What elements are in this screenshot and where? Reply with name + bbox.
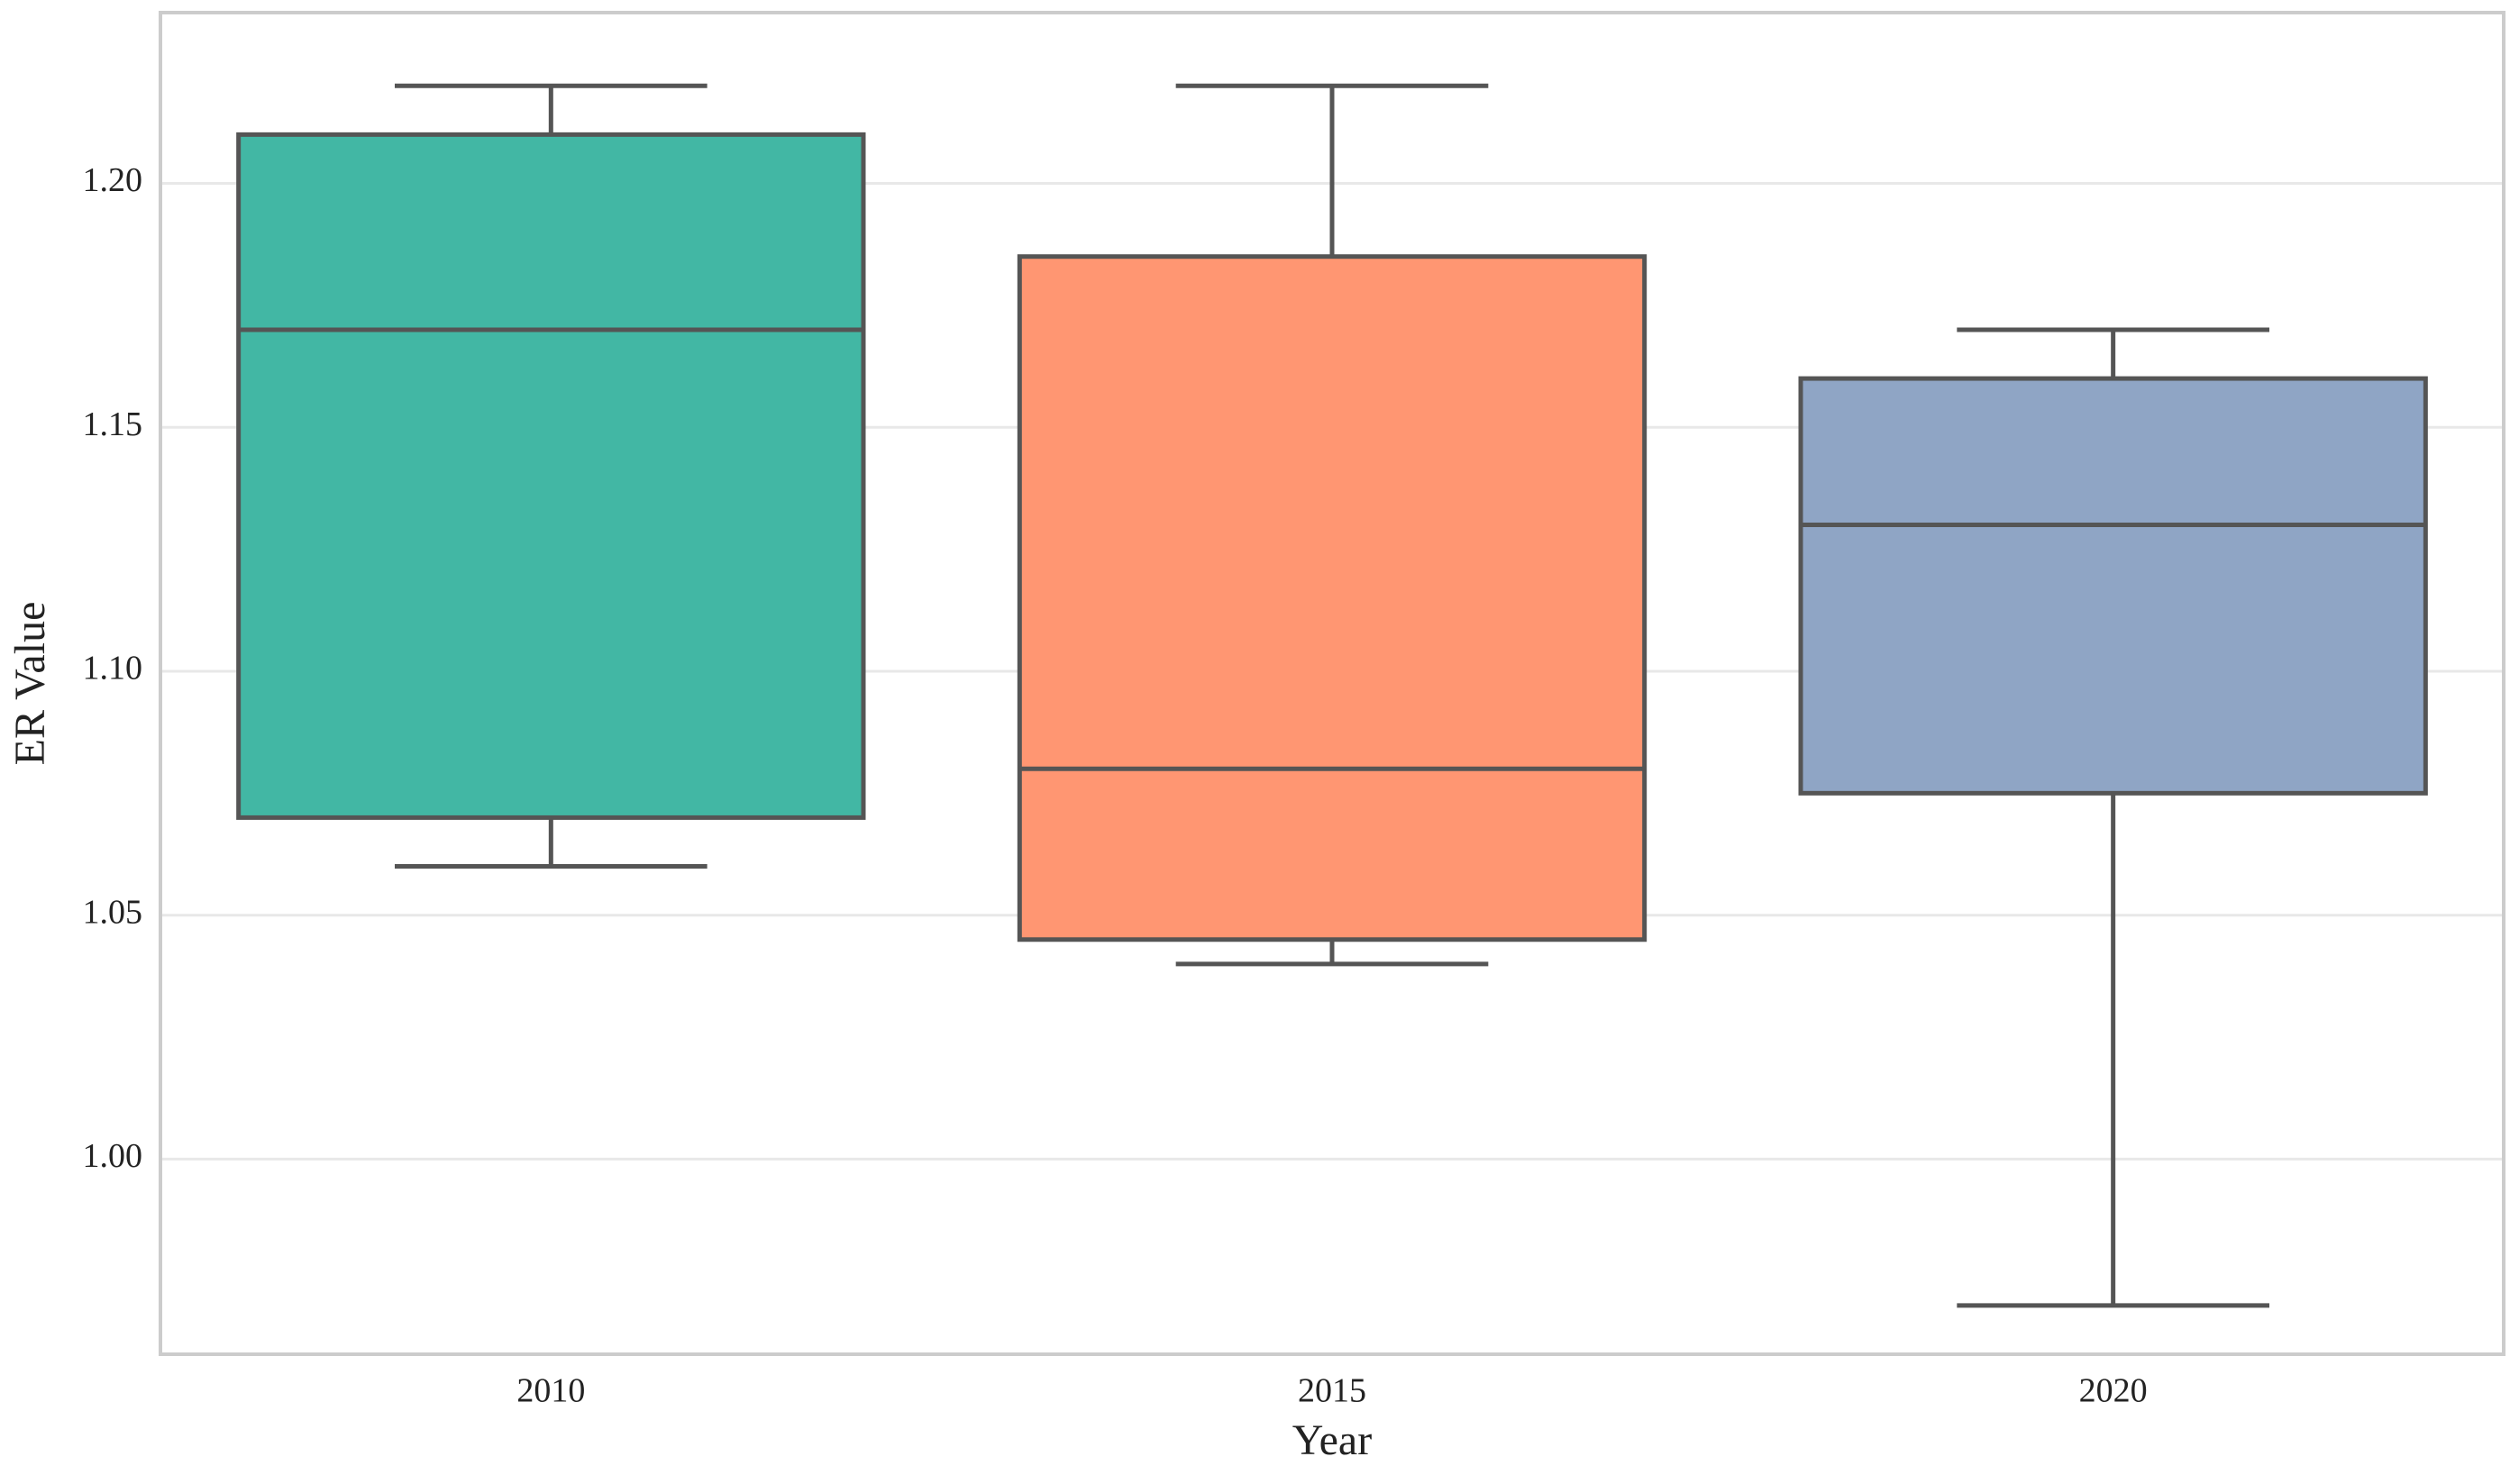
plot-frame bbox=[159, 11, 2505, 1356]
x-axis-label: Year bbox=[1292, 1416, 1372, 1464]
box-2015 bbox=[1017, 83, 1647, 967]
x-tick-label: 2020 bbox=[2079, 1372, 2148, 1410]
x-tick-labels: 2010 2015 2020 bbox=[516, 1372, 2147, 1410]
y-tick-labels: 1.00 1.05 1.10 1.15 1.20 bbox=[83, 161, 143, 1175]
y-axis-label: ER Value bbox=[6, 602, 54, 766]
box-body bbox=[236, 132, 866, 820]
box-body bbox=[1017, 254, 1647, 942]
box-body bbox=[1798, 376, 2428, 796]
x-tick-label: 2010 bbox=[516, 1372, 585, 1410]
y-tick-label: 1.05 bbox=[83, 893, 143, 931]
boxes bbox=[236, 83, 2428, 1308]
x-tick-label: 2015 bbox=[1298, 1372, 1366, 1410]
y-tick-label: 1.10 bbox=[83, 650, 143, 687]
box-2010 bbox=[236, 83, 866, 869]
y-tick-label: 1.20 bbox=[83, 161, 143, 199]
y-tick-label: 1.15 bbox=[83, 405, 143, 443]
y-tick-label: 1.00 bbox=[83, 1137, 143, 1175]
box-2020 bbox=[1798, 327, 2428, 1308]
